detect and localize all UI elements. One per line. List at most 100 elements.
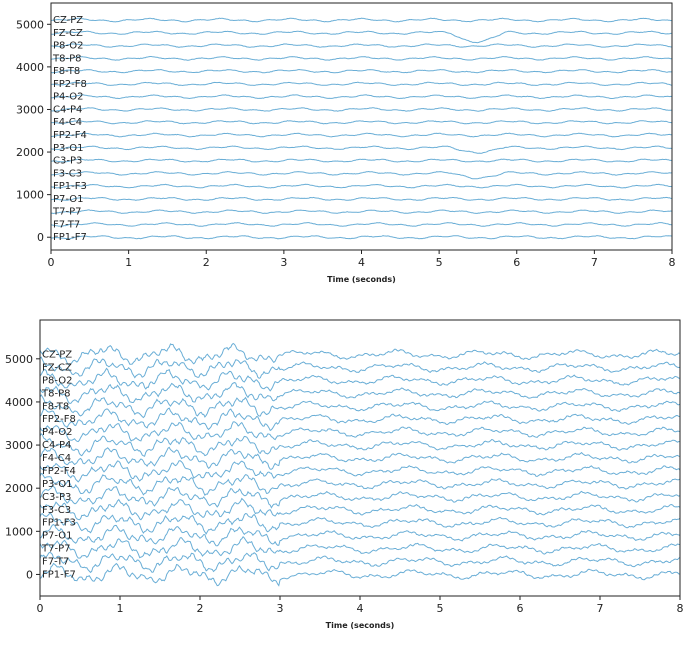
- trace-fp2-f4: [39, 460, 681, 483]
- y-tick-label: 2000: [5, 482, 33, 495]
- x-tick-label: 5: [437, 602, 444, 615]
- trace-t8-p8: [50, 56, 672, 61]
- channel-label: F3-C3: [42, 505, 71, 516]
- x-tick-label: 3: [280, 256, 287, 269]
- trace-t8-p8: [39, 382, 681, 404]
- x-axis-title: Time (seconds): [326, 621, 395, 630]
- trace-p3-o1: [50, 145, 673, 154]
- trace-cz-pz: [39, 342, 681, 367]
- y-tick-label: 1000: [16, 189, 44, 202]
- channel-label: P4-O2: [42, 427, 73, 438]
- x-tick-label: 1: [117, 602, 124, 615]
- trace-p4-o2: [39, 421, 681, 443]
- channel-label: F4-C4: [53, 117, 82, 128]
- y-tick-label: 2000: [16, 146, 44, 159]
- trace-fp2-f8: [50, 81, 673, 87]
- channel-label: P3-O1: [42, 479, 73, 490]
- trace-f7-t7: [50, 222, 673, 227]
- trace-fp2-f8: [39, 407, 681, 432]
- trace-fp2-f4: [50, 132, 672, 138]
- eeg-chart-normal-svg: 0 1000 2000 3000 4000 5000 0 1 2 3 4 5 6 7 8 FP1-F7 F7-T…: [16, 2, 676, 284]
- channel-label: FP2-F4: [53, 130, 87, 141]
- trace-c3-p3: [50, 158, 673, 163]
- trace-f4-c4: [39, 446, 681, 470]
- x-tick-label: 2: [203, 256, 210, 269]
- channel-label: F8-T8: [42, 401, 69, 412]
- channel-label: FP2-F4: [42, 466, 76, 477]
- channel-label: FZ-CZ: [53, 28, 83, 39]
- y-tick-label: 3000: [5, 439, 33, 452]
- y-tick-label: 0: [26, 568, 33, 581]
- y-tick-label: 5000: [16, 18, 44, 31]
- channel-label: C3-P3: [53, 156, 82, 167]
- x-tick-label: 2: [197, 602, 204, 615]
- y-tick-label: 5000: [5, 353, 33, 366]
- channel-label: F3-C3: [53, 168, 82, 179]
- trace-fz-cz: [50, 30, 673, 44]
- trace-t7-p7: [50, 209, 673, 215]
- trace-c4-p4: [39, 432, 681, 457]
- x-tick-label: 1: [125, 256, 132, 269]
- x-tick-label: 0: [48, 256, 55, 269]
- y-tick-label: 0: [37, 231, 44, 244]
- channel-label: FP1-F3: [53, 181, 87, 192]
- channel-label: CZ-PZ: [42, 350, 72, 361]
- channel-label: FZ-CZ: [42, 362, 72, 373]
- channel-label: C3-P3: [42, 492, 71, 503]
- x-tick-label: 6: [513, 256, 520, 269]
- y-tick-label: 1000: [5, 525, 33, 538]
- trace-fp1-f3: [50, 183, 673, 189]
- channel-label: CZ-PZ: [53, 15, 83, 26]
- trace-p8-o2: [39, 367, 681, 392]
- channel-label: P7-O1: [53, 194, 84, 205]
- channel-label: F7-T7: [53, 219, 80, 230]
- trace-p8-o2: [50, 43, 673, 48]
- channel-label: FP1-F3: [42, 518, 76, 529]
- channel-label: F4-C4: [42, 453, 71, 464]
- channel-label: F7-T7: [42, 557, 69, 568]
- trace-fp1-f3: [39, 512, 681, 535]
- trace-f3-c3: [50, 170, 673, 180]
- channel-label: T7-P7: [52, 207, 81, 218]
- channel-label: P8-O2: [42, 375, 73, 386]
- x-tick-label: 8: [669, 256, 676, 269]
- trace-f8-t8: [39, 394, 681, 419]
- channel-label: FP2-F8: [42, 414, 76, 425]
- x-tick-label: 7: [597, 602, 604, 615]
- channel-label: T7-P7: [41, 544, 70, 555]
- y-tick-label: 4000: [5, 396, 33, 409]
- trace-cz-pz: [50, 17, 673, 23]
- x-tick-label: 5: [436, 256, 443, 269]
- y-tick-label: 3000: [16, 103, 44, 116]
- trace-p7-o1: [39, 524, 681, 547]
- traces-group: [39, 342, 681, 587]
- channel-label: T8-P8: [52, 53, 81, 64]
- channel-label: C4-P4: [53, 104, 82, 115]
- eeg-chart-seizure-svg: 0 1000 2000 3000 4000 5000 0 1 2 3 4 5 6 7 8 FP1-F7F7-T…: [5, 319, 684, 630]
- plot-frame: [39, 319, 681, 597]
- trace-f3-c3: [39, 497, 681, 521]
- channel-label: P8-O2: [53, 41, 84, 52]
- trace-f8-t8: [50, 68, 672, 74]
- x-tick-label: 0: [37, 602, 44, 615]
- trace-fp1-f7: [39, 562, 681, 587]
- trace-c4-p4: [50, 107, 673, 112]
- channel-label: C4-P4: [42, 440, 71, 451]
- channel-label: FP1-F7: [42, 569, 76, 580]
- x-tick-label: 6: [517, 602, 524, 615]
- traces-group: [50, 17, 673, 240]
- channel-label: T8-P8: [41, 388, 70, 399]
- trace-f7-t7: [39, 551, 681, 574]
- x-tick-label: 4: [357, 602, 364, 615]
- y-tick-label: 4000: [16, 61, 44, 74]
- channel-label: F8-T8: [53, 66, 80, 77]
- channel-label: P4-O2: [53, 92, 84, 103]
- x-tick-label: 4: [358, 256, 365, 269]
- x-axis-title: Time (seconds): [327, 275, 396, 284]
- x-tick-label: 7: [591, 256, 598, 269]
- trace-f4-c4: [50, 120, 673, 125]
- x-tick-label: 8: [677, 602, 684, 615]
- channel-label: FP2-F8: [53, 79, 87, 90]
- channel-label: FP1-F7: [53, 232, 87, 243]
- channel-label: P7-O1: [42, 531, 73, 542]
